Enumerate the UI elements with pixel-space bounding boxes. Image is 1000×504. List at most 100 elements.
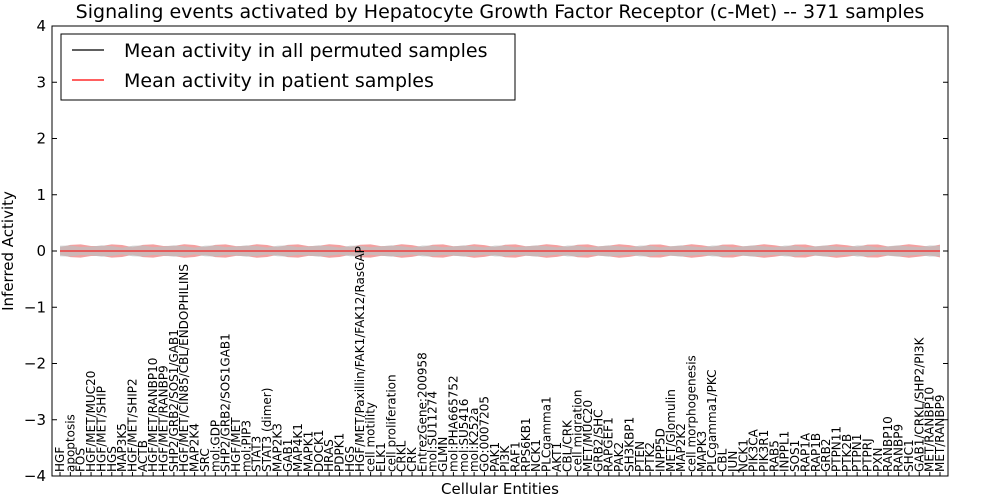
x-tick-label: SHP2/GRB2/SOS1/GAB1 bbox=[167, 329, 181, 472]
x-tick-label: MET/RANBP10 bbox=[923, 387, 937, 472]
legend: Mean activity in all permuted samples Me… bbox=[60, 33, 516, 101]
x-tick-label: HGF/MET/SHIP bbox=[94, 386, 108, 472]
x-tick-label: CBL bbox=[716, 448, 730, 472]
x-tick-label: GAB1 bbox=[281, 439, 295, 472]
x-axis: HGFapoptosisFOSHGF/MET/MUC20HGF/MET/SHIP… bbox=[53, 246, 947, 476]
x-tick-label: JUN bbox=[726, 451, 740, 473]
x-tick-label: SHP2/GRB2/SOS1GAB1 bbox=[219, 333, 233, 472]
x-tick-label: PI3K bbox=[498, 445, 512, 472]
x-tick-label: GRB2/SHC bbox=[591, 409, 605, 472]
x-tick-label: PXN bbox=[871, 448, 885, 472]
x-tick-label: mol:PIP3 bbox=[239, 420, 253, 472]
x-tick-label: cell morphogenesis bbox=[685, 355, 699, 472]
x-tick-label: PTPRJ bbox=[861, 438, 875, 472]
x-tick-label: CRKL bbox=[395, 440, 409, 472]
y-tick-label: 4 bbox=[36, 17, 46, 35]
x-tick-label: PDPK1 bbox=[333, 433, 347, 472]
x-tick-label: mol:SU11274 bbox=[426, 391, 440, 472]
legend-box bbox=[60, 33, 516, 101]
legend-label-permuted: Mean activity in all permuted samples bbox=[124, 40, 487, 62]
x-tick-label: PTK2 bbox=[643, 442, 657, 472]
x-tick-label: GRB2 bbox=[819, 438, 833, 472]
x-tick-label: INPPL1 bbox=[778, 431, 792, 472]
x-tick-label: PLCgamma1/PKC bbox=[705, 369, 719, 472]
x-tick-label: MAP2K2 bbox=[674, 423, 688, 472]
y-tick-label: −3 bbox=[24, 411, 46, 429]
x-tick-label: PTPN1 bbox=[850, 434, 864, 472]
x-tick-label: RAP1B bbox=[809, 433, 823, 472]
x-tick-label: PAK1 bbox=[488, 442, 502, 472]
y-tick-label: 0 bbox=[36, 242, 46, 260]
x-tick-label: RANBP10 bbox=[881, 416, 895, 472]
x-tick-label: DOCK1 bbox=[312, 429, 326, 472]
x-tick-label: SH3KBP1 bbox=[622, 417, 636, 472]
x-tick-label: SRC bbox=[198, 448, 212, 472]
x-tick-label: HGF/MET/MUC20 bbox=[84, 371, 98, 472]
x-tick-label: apoptosis bbox=[63, 414, 77, 472]
x-tick-label: ELK1 bbox=[374, 442, 388, 472]
x-tick-label: HGF/MET/SHIP2 bbox=[125, 378, 139, 472]
x-tick-label: MAPK1 bbox=[301, 431, 315, 472]
x-tick-label: RAPGEF1 bbox=[602, 417, 616, 472]
x-tick-label: RAP1A bbox=[798, 432, 812, 472]
x-tick-label: RAF1 bbox=[509, 441, 523, 472]
x-tick-label: GAB1/CRKL/SHP2/PI3K bbox=[912, 336, 926, 472]
x-tick-label: HGF/MET bbox=[229, 417, 243, 472]
x-tick-label: cell migration bbox=[571, 390, 585, 472]
x-tick-label: PAK2 bbox=[612, 442, 626, 472]
chart-title: Signaling events activated by Hepatocyte… bbox=[76, 1, 925, 23]
x-tick-label: PLCgamma1 bbox=[540, 396, 554, 472]
x-tick-label: CBL/CRK bbox=[560, 419, 574, 472]
x-tick-label: MAP2K3 bbox=[270, 423, 284, 472]
x-tick-label: mol:SU5416 bbox=[457, 399, 471, 472]
x-tick-label: CRK bbox=[405, 446, 419, 472]
x-tick-label: SHC1 bbox=[902, 439, 916, 472]
x-tick-label: HGF/MET/Paxillin/FAK1/FAK12/RasGAP bbox=[353, 246, 367, 472]
x-tick-label: NCK1 bbox=[529, 439, 543, 472]
x-tick-label: HGF/MET/RANBP10 bbox=[146, 358, 160, 472]
x-tick-label: PIK3R1 bbox=[757, 430, 771, 472]
x-tick-label: MAPK3 bbox=[695, 431, 709, 472]
x-tick-label: MAP2K4 bbox=[188, 423, 202, 472]
x-tick-label: mol:K252a bbox=[467, 407, 481, 472]
x-tick-label: PTPN11 bbox=[829, 426, 843, 472]
x-tick-label: SOS1 bbox=[788, 440, 802, 472]
x-tick-label: mol:PHA665752 bbox=[446, 375, 460, 472]
y-tick-label: −2 bbox=[24, 355, 46, 373]
x-tick-label: GLMN bbox=[436, 437, 450, 472]
x-tick-label: MAP4K1 bbox=[291, 423, 305, 472]
x-tick-label: STAT3 bbox=[250, 436, 264, 472]
x-tick-label: MET/RANBP9 bbox=[933, 395, 947, 472]
y-tick-label: −4 bbox=[24, 467, 46, 485]
x-tick-label: AKT1 bbox=[550, 442, 564, 472]
x-tick-label: PIK3CA bbox=[747, 428, 761, 472]
x-tick-label: HGF/MET/RANBP9 bbox=[157, 365, 171, 472]
x-tick-label: INPP5D bbox=[653, 428, 667, 472]
x-tick-label: PTK2B bbox=[840, 434, 854, 472]
y-axis-label: Inferred Activity bbox=[0, 191, 17, 311]
y-tick-label: 2 bbox=[36, 130, 46, 148]
x-tick-label: GO:0007205 bbox=[477, 396, 491, 472]
x-tick-label: cell motility bbox=[364, 402, 378, 472]
y-tick-label: 3 bbox=[36, 73, 46, 91]
x-tick-label: cell proliferation bbox=[384, 374, 398, 472]
y-tick-label: 1 bbox=[36, 186, 46, 204]
x-tick-label: MAP3K5 bbox=[115, 423, 129, 472]
x-tick-label: MET/Glomulin bbox=[664, 389, 678, 472]
x-tick-label: HGF/MET/CIN85/CBL/ENDOPHILINS bbox=[177, 264, 191, 472]
x-tick-label: HGS bbox=[343, 446, 357, 472]
x-tick-label: HGS bbox=[105, 446, 119, 472]
x-tick-label: STAT3 (dimer) bbox=[260, 388, 274, 472]
x-axis-label: Cellular Entities bbox=[441, 480, 559, 498]
x-tick-label: HGF bbox=[53, 447, 67, 472]
x-tick-label: HRAS bbox=[322, 439, 336, 472]
x-tick-label: RANBP9 bbox=[892, 424, 906, 472]
x-tick-label: RAB5 bbox=[767, 440, 781, 472]
x-tick-label: FOS bbox=[74, 448, 88, 472]
y-tick-label: −1 bbox=[24, 298, 46, 316]
legend-label-patient: Mean activity in patient samples bbox=[124, 70, 434, 92]
x-tick-label: mol:GDP bbox=[208, 420, 222, 472]
y-axis: 4 3 2 1 0 −1 −2 −3 −4 bbox=[24, 17, 948, 485]
